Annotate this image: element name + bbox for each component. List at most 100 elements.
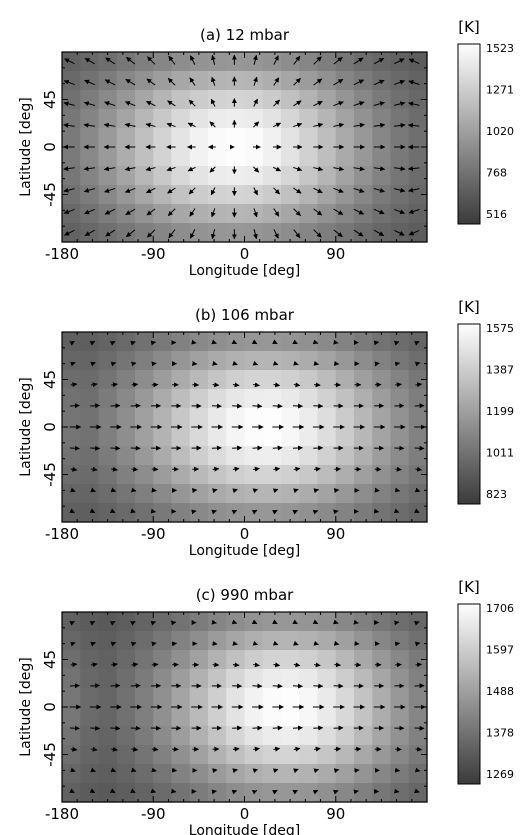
heatmap-cell bbox=[153, 503, 173, 523]
wind-arrow bbox=[273, 229, 279, 239]
wind-arrow bbox=[89, 788, 96, 794]
wind-arrow bbox=[83, 187, 96, 193]
heatmap-cell bbox=[390, 764, 410, 784]
heatmap-cell bbox=[299, 503, 319, 523]
wind-arrow bbox=[131, 466, 139, 472]
heatmap-cell bbox=[153, 71, 173, 91]
wind-arrow bbox=[104, 101, 116, 107]
heatmap-cell bbox=[244, 650, 264, 670]
heatmap-cell bbox=[226, 707, 246, 727]
heatmap-cell bbox=[244, 166, 264, 186]
heatmap-cell bbox=[116, 204, 136, 224]
wind-arrow bbox=[90, 445, 101, 451]
heatmap-cell bbox=[116, 109, 136, 129]
heatmap-cell bbox=[62, 332, 81, 352]
wind-arrow bbox=[253, 76, 258, 86]
wind-arrow bbox=[414, 767, 421, 773]
heatmap-cell bbox=[98, 465, 118, 485]
heatmap-cell bbox=[390, 90, 410, 110]
heatmap-cell bbox=[354, 109, 373, 129]
wind-arrow bbox=[90, 725, 101, 731]
colorbar-tick-label: 516 bbox=[486, 208, 507, 221]
colorbar-unit: [K] bbox=[458, 578, 480, 596]
wind-arrow bbox=[414, 361, 421, 367]
heatmap-cell bbox=[98, 166, 118, 186]
heatmap-cell bbox=[226, 351, 246, 371]
heatmap-cell bbox=[171, 650, 191, 670]
heatmap-cell bbox=[299, 650, 319, 670]
heatmap-cell bbox=[354, 764, 373, 784]
colorbar-tick-label: 1011 bbox=[486, 447, 514, 460]
heatmap-cell bbox=[135, 707, 154, 727]
wind-arrow bbox=[293, 208, 301, 216]
heatmap-cell bbox=[62, 408, 81, 428]
wind-arrow bbox=[191, 509, 197, 515]
wind-arrow bbox=[168, 229, 176, 239]
wind-arrow bbox=[353, 789, 359, 795]
heatmap-cell bbox=[98, 351, 118, 371]
heatmap-cell bbox=[354, 128, 373, 148]
heatmap-cell bbox=[244, 109, 264, 129]
wind-arrow bbox=[70, 466, 78, 472]
heatmap-cell bbox=[262, 332, 282, 352]
wind-arrow bbox=[393, 187, 406, 193]
x-tick-label: 90 bbox=[326, 245, 345, 263]
heatmap-cell bbox=[262, 71, 282, 91]
heatmap-cell bbox=[208, 408, 227, 428]
wind-arrow bbox=[64, 229, 75, 236]
heatmap-cell bbox=[116, 351, 136, 371]
heatmap-cell bbox=[408, 351, 428, 371]
wind-arrow bbox=[251, 339, 258, 345]
heatmap-cell bbox=[189, 484, 209, 504]
wind-arrow bbox=[151, 641, 157, 647]
heatmap-cell bbox=[80, 370, 100, 390]
heatmap-cell bbox=[244, 408, 264, 428]
heatmap-cell bbox=[62, 128, 81, 148]
heatmap-cell bbox=[244, 783, 264, 803]
heatmap-cell bbox=[281, 71, 300, 91]
heatmap-cell bbox=[335, 351, 355, 371]
heatmap-cell bbox=[135, 408, 154, 428]
panel-a: (a) 12 mbar -180 -90 0 90 45 0 -45 Longitude [de… bbox=[18, 18, 514, 279]
heatmap-cell bbox=[317, 612, 337, 632]
wind-arrow bbox=[273, 77, 280, 86]
heatmap-cell bbox=[98, 389, 118, 409]
wind-arrow bbox=[84, 79, 95, 86]
heatmap-cell bbox=[281, 52, 300, 72]
heatmap-cell bbox=[153, 427, 173, 447]
heatmap-cell bbox=[244, 147, 264, 167]
wind-arrow bbox=[83, 166, 96, 172]
heatmap-cell bbox=[80, 612, 100, 632]
colorbar-tick-label: 1199 bbox=[486, 405, 514, 418]
heatmap-cell bbox=[372, 669, 392, 689]
heatmap-cell bbox=[135, 783, 154, 803]
heatmap-cell bbox=[335, 71, 355, 91]
heatmap-cell bbox=[80, 669, 100, 689]
wind-arrow bbox=[273, 662, 281, 668]
heatmap-cell bbox=[372, 745, 392, 765]
heatmap-cell bbox=[281, 764, 300, 784]
heatmap-cell bbox=[135, 223, 154, 243]
heatmap-cell bbox=[153, 726, 173, 746]
heatmap-cell bbox=[153, 52, 173, 72]
colorbar-tick-label: 823 bbox=[486, 488, 507, 501]
heatmap-cell bbox=[408, 427, 428, 447]
wind-arrow bbox=[373, 57, 385, 65]
heatmap-cell bbox=[116, 446, 136, 466]
heatmap-cell bbox=[135, 446, 154, 466]
heatmap-cell bbox=[408, 726, 428, 746]
wind-arrow bbox=[90, 683, 101, 689]
wind-arrow bbox=[210, 98, 216, 107]
heatmap-cell bbox=[208, 351, 227, 371]
heatmap-cell bbox=[354, 351, 373, 371]
wind-arrow bbox=[272, 360, 279, 366]
heatmap-cell bbox=[281, 484, 300, 504]
colorbar-tick-label: 1597 bbox=[486, 644, 514, 657]
heatmap-cell bbox=[153, 446, 173, 466]
heatmap-cell bbox=[408, 764, 428, 784]
heatmap-cell bbox=[372, 389, 392, 409]
heatmap-cell bbox=[408, 650, 428, 670]
heatmap-cell bbox=[189, 688, 209, 708]
heatmap-cell bbox=[171, 726, 191, 746]
x-tick-label: -180 bbox=[45, 245, 79, 263]
